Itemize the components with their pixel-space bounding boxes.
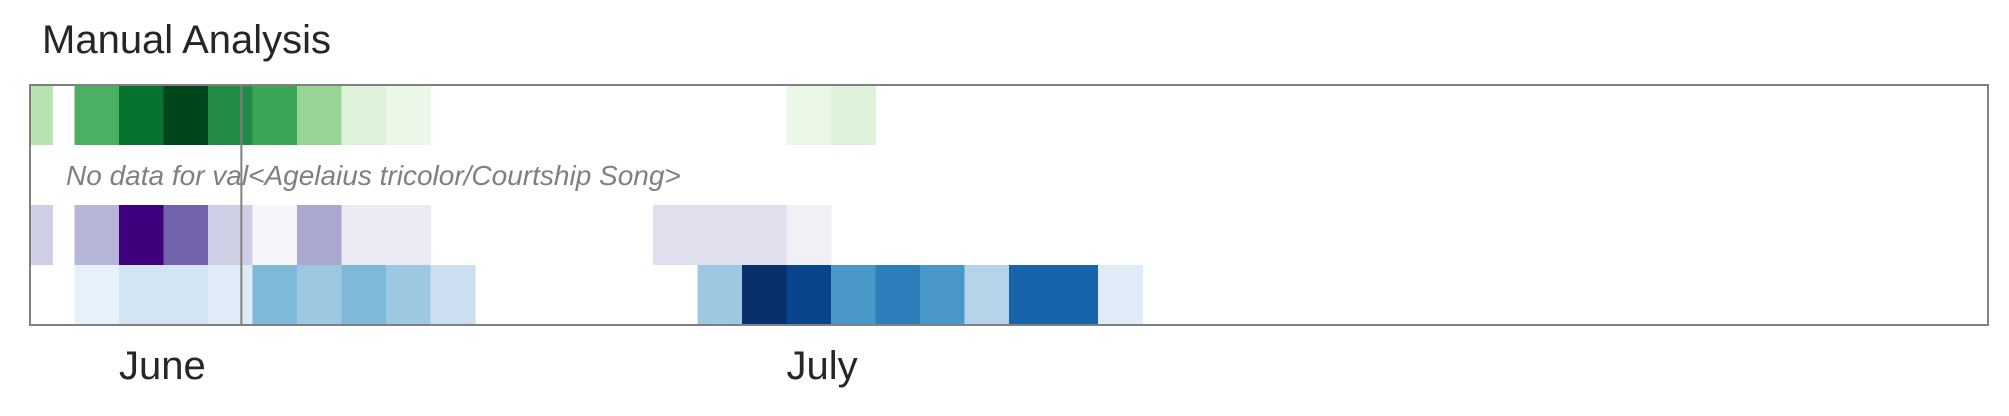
heatmap-cell xyxy=(363,205,387,265)
heatmap-cell xyxy=(1053,265,1077,325)
heatmap-cell xyxy=(208,205,231,265)
heatmap-cell xyxy=(185,205,209,265)
heatmap-cell xyxy=(831,85,854,145)
heatmap-cell xyxy=(96,205,120,265)
heatmap-cell xyxy=(1075,265,1099,325)
heatmap-cell xyxy=(30,205,53,265)
heatmap-cell xyxy=(30,85,53,145)
heatmap-cell xyxy=(875,265,899,325)
heatmap-cell xyxy=(163,265,187,325)
heatmap-cell xyxy=(319,85,343,145)
heatmap-cell xyxy=(363,265,387,325)
heatmap-cell xyxy=(986,265,1010,325)
heatmap-cell xyxy=(74,265,98,325)
heatmap-cell xyxy=(185,265,209,325)
heatmap-cell xyxy=(764,265,788,325)
heatmap-cell xyxy=(96,265,120,325)
heatmap-cell xyxy=(764,205,788,265)
month-tick-label: July xyxy=(787,344,858,388)
heatmap-cell xyxy=(386,85,409,145)
heatmap-cell xyxy=(897,265,921,325)
heatmap-cell xyxy=(163,85,187,145)
heatmap-cell xyxy=(252,205,276,265)
heatmap-cell xyxy=(341,85,365,145)
month-axis: June July xyxy=(119,344,858,388)
month-tick-label: June xyxy=(119,344,206,388)
heatmap-cell xyxy=(786,85,810,145)
heatmap-cell xyxy=(920,265,943,325)
heatmap-cell xyxy=(697,205,721,265)
heatmap-cell xyxy=(675,205,699,265)
heatmap-cell xyxy=(1009,265,1032,325)
heatmap-cell xyxy=(252,85,276,145)
heatmap-cell xyxy=(252,265,276,325)
heatmap-cell xyxy=(808,265,832,325)
heatmap-cell xyxy=(719,265,743,325)
heatmap-cell xyxy=(297,85,320,145)
heatmap-cell xyxy=(786,205,810,265)
plot-frame xyxy=(29,84,1989,326)
heatmap-cell xyxy=(274,205,298,265)
heatmap-cell xyxy=(274,85,298,145)
chart-title: Manual Analysis xyxy=(42,18,332,62)
heatmap-cell xyxy=(208,85,231,145)
heatmap-cell xyxy=(319,205,343,265)
heatmap-cell xyxy=(386,265,409,325)
heatmap-cell xyxy=(163,205,187,265)
heatmap-cell xyxy=(119,85,142,145)
heatmap-cell xyxy=(185,85,209,145)
heatmap-cell xyxy=(408,265,432,325)
heatmap-cell xyxy=(742,205,765,265)
heatmap-cell xyxy=(274,265,298,325)
heatmap-cell xyxy=(141,85,165,145)
heatmap-cell xyxy=(853,85,877,145)
heatmap-cell xyxy=(808,85,832,145)
heatmap-cell xyxy=(697,265,721,325)
heatmap-cell xyxy=(964,265,988,325)
heatmap-cell xyxy=(74,205,98,265)
heatmap-cell xyxy=(1120,265,1144,325)
heatmap-cell xyxy=(719,205,743,265)
heatmap-cell xyxy=(831,265,854,325)
heatmap-cell xyxy=(119,265,142,325)
heatmap-cell xyxy=(141,205,165,265)
heatmap-cell xyxy=(141,265,165,325)
heatmap-cell xyxy=(853,265,877,325)
heatmap-cells xyxy=(30,85,1144,325)
heatmap-cell xyxy=(341,205,365,265)
heatmap-cell xyxy=(96,85,120,145)
heatmap-cell xyxy=(319,265,343,325)
heatmap-cell xyxy=(363,85,387,145)
heatmap-cell xyxy=(942,265,966,325)
heatmap-cell xyxy=(653,205,676,265)
heatmap-cell xyxy=(74,85,98,145)
heatmap-cell xyxy=(119,205,142,265)
no-data-notes: No data for val<Agelaius tricolor/Courts… xyxy=(66,160,681,191)
heatmap-cell xyxy=(386,205,409,265)
heatmap-cell xyxy=(341,265,365,325)
no-data-label: No data for val<Agelaius tricolor/Courts… xyxy=(66,160,681,191)
heatmap-cell xyxy=(297,205,320,265)
heatmap-cell xyxy=(1098,265,1121,325)
heatmap-cell xyxy=(1031,265,1055,325)
heatmap-cell xyxy=(808,205,832,265)
heatmap-cell xyxy=(786,265,810,325)
heatmap-cell xyxy=(742,265,765,325)
heatmap-cell xyxy=(408,85,432,145)
heatmap-cell xyxy=(297,265,320,325)
heatmap-cell xyxy=(208,265,231,325)
heatmap-cell xyxy=(408,205,432,265)
heatmap-cell xyxy=(430,265,454,325)
heatmap-cell xyxy=(452,265,476,325)
